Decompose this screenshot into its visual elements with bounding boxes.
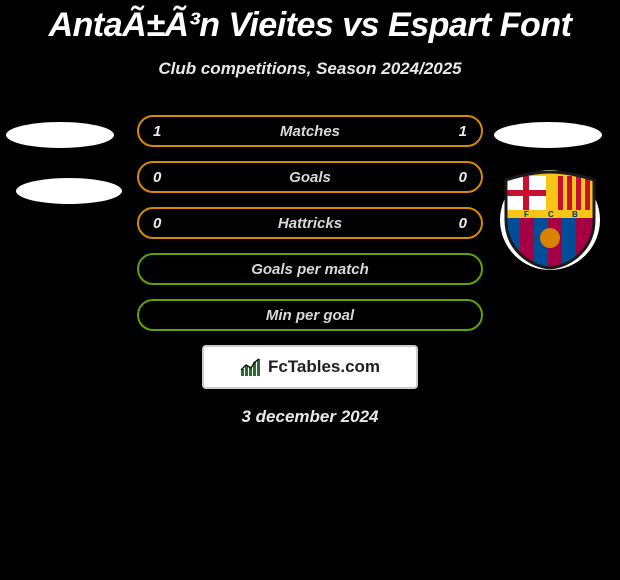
player1-name: AntaÃ±Ã³n Vieites [49, 6, 334, 44]
stat-right-value: 0 [459, 215, 467, 232]
stat-label: Matches [280, 123, 340, 140]
stat-label: Hattricks [278, 215, 342, 232]
stat-left-value: 0 [153, 215, 161, 232]
stat-right-value: 1 [459, 123, 467, 140]
stat-right-value: 0 [459, 169, 467, 186]
stat-row: 0 Hattricks 0 [137, 207, 483, 239]
svg-text:F: F [524, 210, 529, 219]
stat-row: Min per goal [137, 299, 483, 331]
stat-label: Goals [289, 169, 331, 186]
player2-name: Espart Font [388, 6, 571, 44]
svg-text:C: C [548, 210, 554, 219]
bar-chart-icon [240, 357, 262, 377]
stat-label: Min per goal [266, 307, 354, 324]
page-title: AntaÃ±Ã³n Vieites vs Espart Font [0, 0, 620, 45]
date-text: 3 december 2024 [0, 407, 620, 427]
site-logo: FcTables.com [202, 345, 418, 389]
stat-left-value: 0 [153, 169, 161, 186]
stat-row: Goals per match [137, 253, 483, 285]
subtitle: Club competitions, Season 2024/2025 [0, 59, 620, 79]
left-badge-placeholder-1 [6, 122, 114, 148]
stat-row: 0 Goals 0 [137, 161, 483, 193]
left-badge-placeholder-2 [16, 178, 122, 204]
vs-text: vs [342, 6, 379, 44]
stat-left-value: 1 [153, 123, 161, 140]
stat-label: Goals per match [251, 261, 369, 278]
site-logo-text: FcTables.com [268, 357, 380, 377]
svg-text:B: B [572, 210, 578, 219]
club-crest-icon: F C B [500, 170, 600, 270]
right-badge-placeholder [494, 122, 602, 148]
stat-row: 1 Matches 1 [137, 115, 483, 147]
